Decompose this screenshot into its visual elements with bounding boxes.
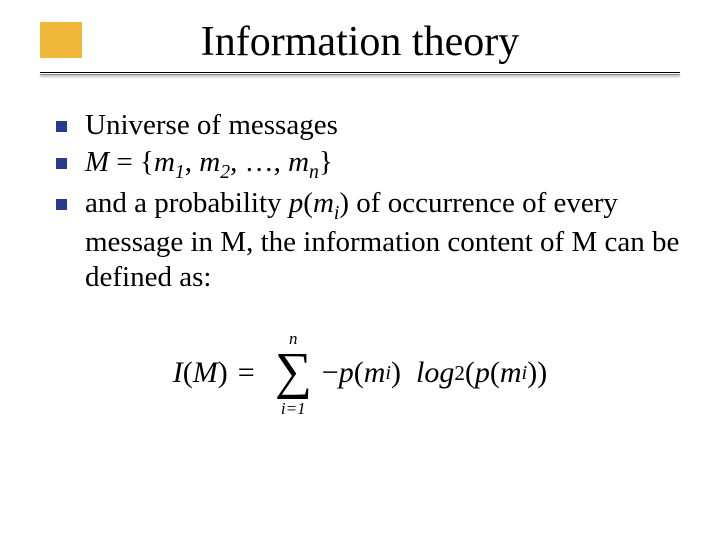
bullet-text-1: Universe of messages	[85, 108, 338, 143]
slide-body: Universe of messages M = {m1, m2, …, mn}…	[56, 108, 680, 298]
math-var-I: I	[173, 356, 183, 390]
slide-title: Information theory	[40, 18, 680, 72]
math-paren: (	[465, 356, 475, 390]
math-paren: (	[183, 356, 193, 390]
math-text: }	[319, 146, 333, 178]
math-var-M: M	[193, 356, 218, 390]
bullet-item: M = {m1, m2, …, mn}	[56, 145, 680, 184]
slide-title-block: Information theory	[40, 18, 680, 75]
math-paren: )	[218, 356, 228, 390]
bullet-item: Universe of messages	[56, 108, 680, 143]
math-var-m: m	[288, 146, 309, 178]
summation-icon: n ∑ i=1	[275, 330, 312, 417]
math-log: log	[416, 356, 454, 390]
math-paren: (	[490, 356, 500, 390]
sigma-symbol: ∑	[275, 349, 312, 396]
math-sub: 1	[175, 161, 185, 183]
math-eq: =	[238, 356, 255, 390]
math-minus: −	[322, 356, 339, 390]
bullet-text-2: M = {m1, m2, …, mn}	[85, 145, 333, 184]
math-paren: (	[354, 356, 364, 390]
bullet-item: and a probability p(mi) of occurrence of…	[56, 186, 680, 296]
sum-lower: i=1	[281, 400, 306, 417]
math-text: )	[339, 187, 349, 219]
bullet-icon	[56, 158, 67, 169]
math-var-m: m	[500, 356, 522, 390]
bullet-icon	[56, 199, 67, 210]
math-var-p: p	[289, 187, 304, 219]
bullet-text-3: and a probability p(mi) of occurrence of…	[85, 186, 680, 296]
bullet-icon	[56, 121, 67, 132]
math-paren: )	[391, 356, 401, 390]
math-text: , …,	[230, 146, 288, 178]
math-text: ,	[185, 146, 200, 178]
math-var-p: p	[339, 356, 354, 390]
math-var-M: M	[85, 146, 109, 178]
math-text: = {	[109, 146, 154, 178]
math-var-m: m	[313, 187, 334, 219]
math-var-m: m	[364, 356, 386, 390]
math-text: and a probability	[85, 187, 289, 219]
math-sub: n	[309, 161, 319, 183]
math-var-m: m	[154, 146, 175, 178]
formula-block: I ( M ) = n ∑ i=1 − p ( m i ) log 2 ( p …	[0, 330, 720, 417]
math-log-base: 2	[454, 361, 465, 386]
math-var-m: m	[199, 146, 220, 178]
title-underline	[40, 72, 680, 75]
math-paren: )	[527, 356, 537, 390]
math-text: (	[303, 187, 313, 219]
math-var-p: p	[475, 356, 490, 390]
math-sub: 2	[220, 161, 230, 183]
math-paren: )	[537, 356, 547, 390]
entropy-formula: I ( M ) = n ∑ i=1 − p ( m i ) log 2 ( p …	[173, 330, 547, 417]
